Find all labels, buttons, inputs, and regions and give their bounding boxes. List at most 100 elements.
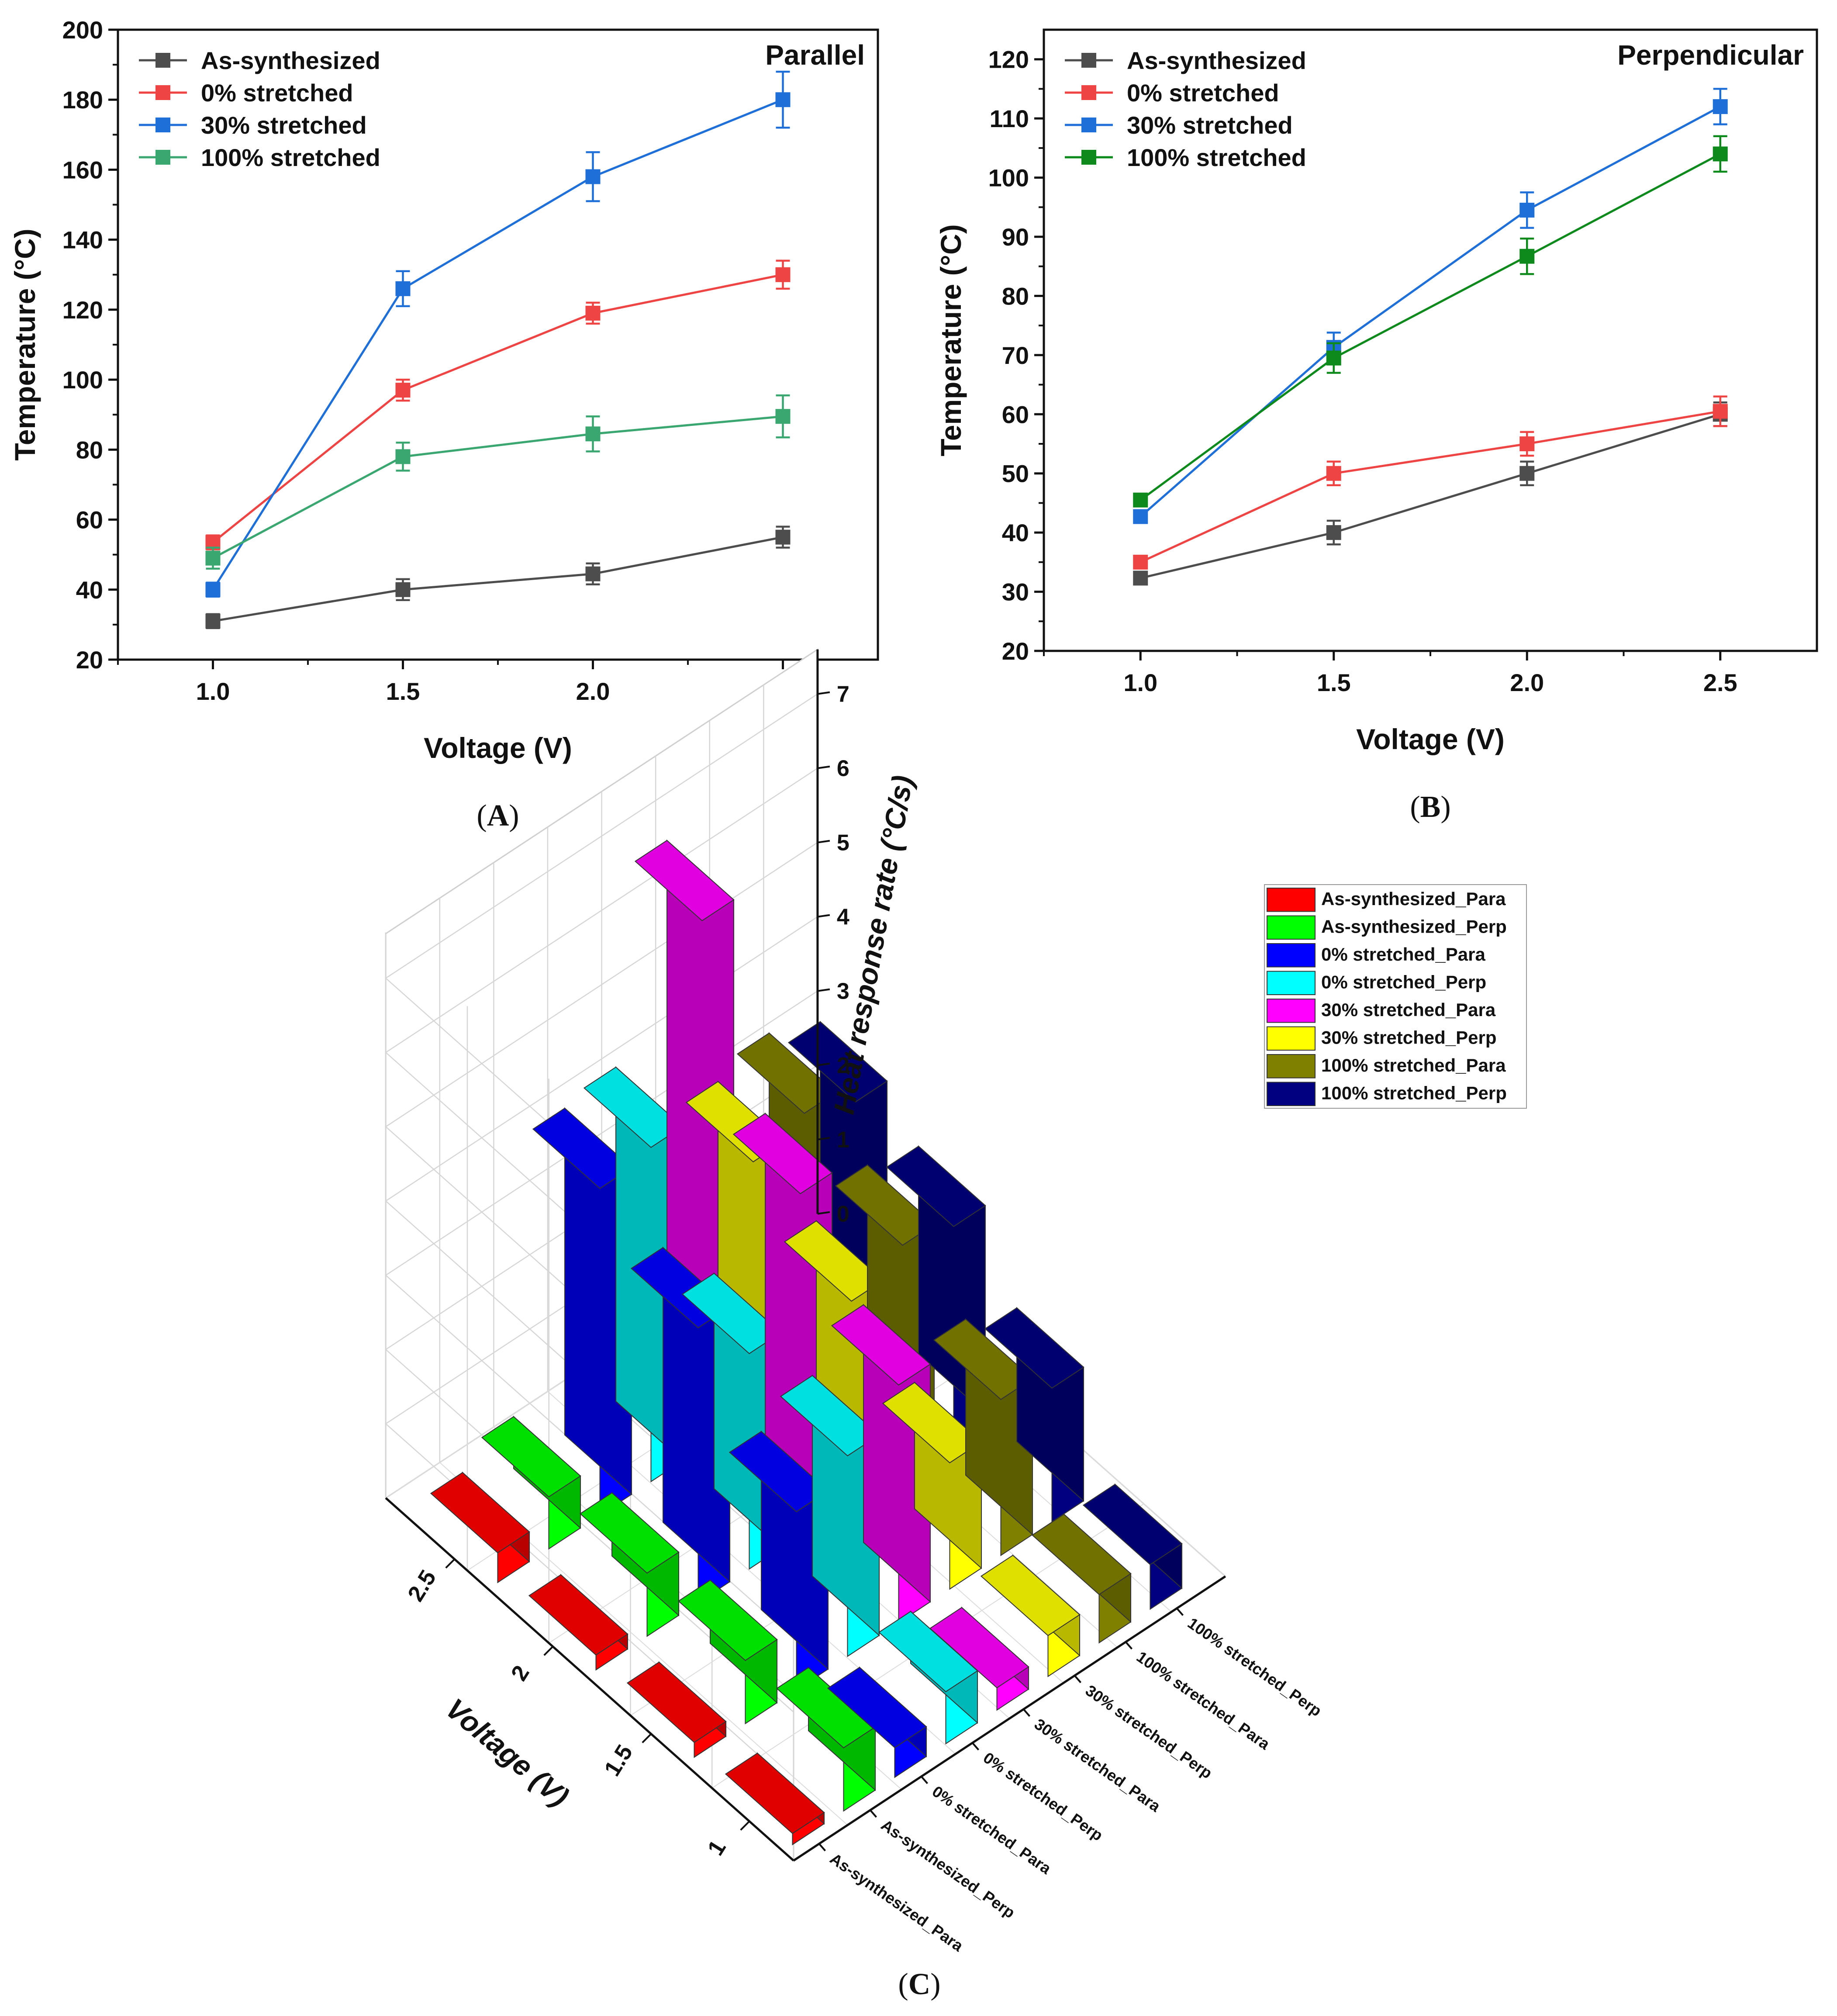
data-point [1519, 203, 1535, 218]
bar-30-stretched-perp-1 [980, 1554, 1081, 1677]
y-tick-label: 40 [76, 576, 103, 604]
bar-as-synthesized-para-2-5 [430, 1471, 530, 1584]
y-tick-label: 110 [990, 105, 1029, 132]
data-point [1713, 146, 1728, 162]
caption-paren: ( [477, 799, 487, 833]
y-tick-label: 20 [1002, 637, 1029, 665]
legend-swatch [1267, 915, 1316, 940]
panel-title: Parallel [765, 39, 865, 71]
y-tick-label: 40 [1002, 519, 1029, 546]
z-tick-label: 4 [837, 905, 849, 930]
y-tick-label: 200 [62, 16, 103, 44]
legend-marker [155, 118, 170, 132]
caption-paren: ) [509, 799, 519, 833]
legend: As-synthesized 0% stretched 30% stretched 1… [1065, 47, 1306, 171]
x-tick-label: 1.0 [196, 678, 230, 705]
caption-paren: ( [1410, 790, 1420, 824]
data-point [1519, 466, 1535, 481]
z-tick [817, 765, 830, 769]
bar-top-face [626, 1661, 727, 1743]
bar-top-face [732, 1113, 833, 1194]
data-point [1326, 525, 1341, 540]
legend-label: 100% stretched [1127, 144, 1306, 171]
legend-swatch [1267, 1054, 1316, 1079]
data-point [205, 582, 221, 597]
z-tick-label: 6 [837, 756, 849, 782]
z-tick [817, 1211, 830, 1215]
bar-top-face [980, 1555, 1081, 1636]
voltage-tick [642, 1733, 652, 1743]
y-tick-label: 30 [1002, 578, 1029, 606]
category-tick [920, 1776, 929, 1784]
data-point [1133, 492, 1148, 508]
category-tick [971, 1742, 980, 1751]
x-tick-label: 1.0 [1123, 669, 1157, 696]
z-tick [817, 1137, 830, 1141]
caption-letter: C [908, 1968, 931, 2001]
data-point [585, 169, 601, 184]
bar-100-stretched-para-1 [1031, 1513, 1132, 1644]
legend-marker [1081, 85, 1096, 100]
series-line [212, 415, 783, 559]
bar-as-synthesized-para-1-5 [626, 1661, 727, 1758]
y-tick-label: 120 [62, 296, 103, 324]
bar-top-face [827, 1667, 927, 1748]
data-point [1133, 571, 1148, 586]
voltage-tick [740, 1820, 750, 1831]
legend-label: As-synthesized_Perp [1321, 916, 1507, 937]
data-point [775, 409, 791, 424]
data-point [1519, 436, 1535, 451]
bar-as-synthesized-para-2 [528, 1573, 628, 1671]
y-tick-label: 90 [1002, 223, 1029, 251]
x-tick-label: 2.5 [1703, 669, 1737, 696]
z-tick [817, 840, 830, 844]
bar-top-face [481, 1416, 581, 1497]
caption-paren: ) [930, 1968, 940, 2001]
bar-top-face [984, 1307, 1084, 1389]
chart-a: 204060801001201401601802001.01.52.02.5Vo… [9, 16, 879, 833]
bar-top-face [579, 1492, 680, 1574]
panel-caption: (B) [1410, 790, 1450, 824]
y-tick-label: 80 [76, 436, 103, 463]
legend-label: As-synthesized_Para [1321, 889, 1506, 909]
y-tick-label: 180 [62, 86, 103, 114]
data-point [1713, 99, 1728, 114]
voltage-axis-title: Voltage (V) [440, 1692, 575, 1813]
z-tick-label: 7 [837, 682, 849, 707]
category-tick [869, 1809, 877, 1818]
bar-as-synthesized-perp-2 [579, 1492, 680, 1637]
data-point [205, 613, 221, 629]
bar-top-face [528, 1574, 628, 1656]
series-0-stretched [205, 259, 791, 550]
chart-b: 20 30 40 50 60 70 80 90 100 110 120 1.0 1.5 2.0 2.5 Vol… [935, 28, 1818, 824]
data-point [205, 550, 221, 566]
caption-letter: A [487, 799, 509, 833]
bar-100-stretched-perp-1-5 [984, 1307, 1084, 1523]
category-tick [818, 1843, 826, 1852]
legend-marker [1081, 118, 1096, 132]
category-tick [1176, 1608, 1184, 1616]
bars [430, 839, 1183, 1846]
legend: As-synthesized 0% stretched 30% stretched 1… [139, 47, 380, 171]
series-100-stretched [1133, 135, 1728, 508]
bar-top-face [776, 1667, 876, 1749]
legend-label: As-synthesized [1127, 47, 1306, 74]
voltage-axis-line [385, 1497, 794, 1862]
data-point [585, 426, 601, 442]
bar-as-synthesized-perp-2-5 [481, 1415, 581, 1550]
series-100-stretched [205, 394, 791, 570]
legend-label: 100% stretched_Perp [1321, 1083, 1507, 1103]
series-line [212, 273, 783, 543]
z-tick [817, 1062, 830, 1066]
chart-c: 0 1 2 3 4 5 6 7 Heat response rate (°C/s) 1 1.5 2 2.… [384, 648, 1527, 2001]
legend-label: 0% stretched [1127, 79, 1279, 107]
category-tick [1022, 1708, 1031, 1717]
bar-top-face [1031, 1514, 1132, 1595]
data-point [395, 281, 411, 296]
legend-3d: As-synthesized_Para As-synthesized_Perp 0%… [1264, 884, 1527, 1109]
data-point [775, 267, 791, 282]
z-tick-label: 0 [837, 1202, 849, 1227]
voltage-tick-label: 2.5 [403, 1566, 441, 1606]
legend-swatch [1267, 1026, 1316, 1051]
